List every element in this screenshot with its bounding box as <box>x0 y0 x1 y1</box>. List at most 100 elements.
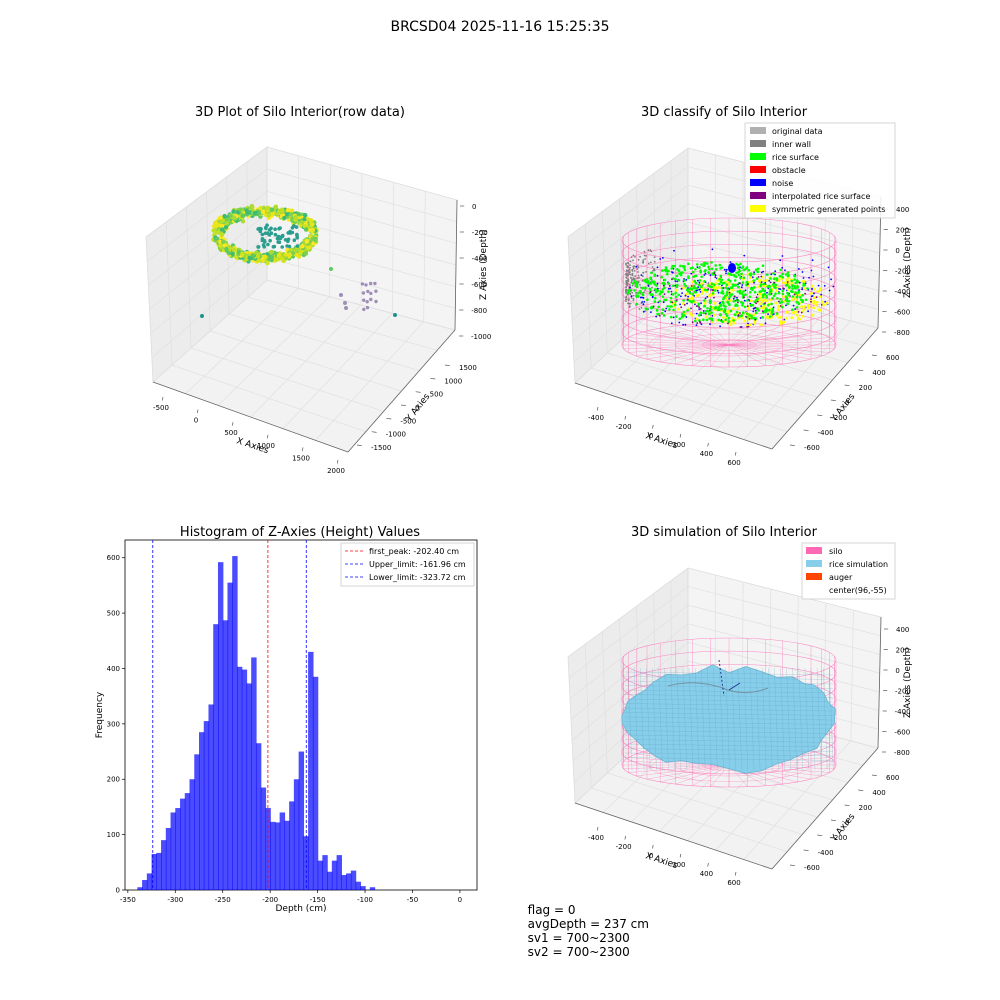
data-point <box>720 319 723 321</box>
data-point <box>227 246 232 252</box>
data-point <box>265 231 270 235</box>
tick-label: 500 <box>107 610 120 618</box>
tick-mark <box>596 826 599 831</box>
grid-line <box>584 224 592 369</box>
data-point <box>339 293 343 297</box>
surface-mesh-line <box>768 667 773 771</box>
data-point <box>779 288 782 291</box>
histogram-bar <box>217 562 224 890</box>
surface-mesh-line <box>829 667 834 771</box>
data-point <box>629 260 632 263</box>
data-point <box>219 223 224 229</box>
data-point <box>678 272 681 276</box>
data-point <box>240 213 246 218</box>
data-point <box>653 267 655 270</box>
panel3-title: Histogram of Z-Axies (Height) Values <box>180 525 420 540</box>
data-point <box>627 302 629 305</box>
tick-mark <box>858 369 864 372</box>
data-point <box>724 286 728 290</box>
data-point <box>682 299 685 302</box>
data-point <box>765 299 769 303</box>
data-point <box>711 314 714 317</box>
tick-label: 1000 <box>444 377 462 385</box>
data-point <box>671 278 673 280</box>
data-point <box>775 312 779 315</box>
data-point <box>650 261 652 264</box>
data-point <box>695 305 698 307</box>
data-point <box>643 250 646 253</box>
data-point <box>756 300 759 303</box>
data-point <box>801 279 805 283</box>
legend-label: first_peak: -202.40 cm <box>369 547 459 556</box>
surface-mesh-line <box>624 721 834 725</box>
data-point <box>785 284 788 287</box>
legend-swatch <box>750 179 766 186</box>
data-point <box>225 217 231 222</box>
data-point <box>702 310 705 312</box>
data-point <box>295 244 300 248</box>
data-point <box>632 259 634 262</box>
data-point <box>628 288 631 292</box>
data-point <box>763 289 766 293</box>
histogram-bar <box>317 860 324 890</box>
data-point <box>258 229 263 234</box>
data-point <box>810 300 812 303</box>
histogram-bar <box>331 860 338 890</box>
data-point <box>647 284 650 287</box>
data-point <box>263 254 268 260</box>
data-point <box>629 273 632 276</box>
tick-label: -200 <box>472 229 488 237</box>
surface-mesh-line <box>725 667 730 771</box>
tick-mark <box>734 871 737 876</box>
data-point <box>801 300 804 304</box>
data-point <box>634 275 637 277</box>
data-point <box>702 262 706 265</box>
data-point <box>653 256 656 258</box>
data-point <box>664 266 668 269</box>
data-point <box>694 291 697 294</box>
data-point <box>798 293 801 297</box>
histogram-bar <box>189 779 195 890</box>
data-point <box>714 268 718 271</box>
data-point <box>812 275 815 278</box>
data-point <box>719 325 721 328</box>
tick-label: 600 <box>107 554 120 562</box>
data-point <box>696 289 698 292</box>
data-point <box>713 313 716 317</box>
data-point <box>691 293 695 296</box>
data-point <box>702 264 705 268</box>
data-point <box>254 250 259 255</box>
surface-mesh-line <box>682 667 688 771</box>
data-point <box>365 300 369 304</box>
data-point <box>706 307 709 310</box>
data-point <box>664 298 668 302</box>
tick-mark <box>871 774 877 777</box>
data-point <box>784 295 788 299</box>
data-point <box>269 258 274 263</box>
data-point <box>369 281 373 286</box>
data-point <box>674 280 677 282</box>
tick-label: -800 <box>471 307 487 315</box>
data-point <box>746 312 749 316</box>
histogram-bar <box>208 704 214 890</box>
data-point <box>219 232 224 237</box>
panel4-title: 3D simulation of Silo Interior <box>631 525 818 540</box>
data-point <box>781 292 785 296</box>
data-point <box>635 302 639 306</box>
tick-label: -500 <box>400 417 416 425</box>
data-point <box>812 306 815 310</box>
surface-mesh-line <box>749 667 755 771</box>
data-point <box>772 294 776 298</box>
data-point <box>691 321 694 324</box>
data-point <box>764 302 766 305</box>
data-point <box>649 276 652 280</box>
legend-label: obstacle <box>772 166 806 175</box>
data-point <box>653 274 657 277</box>
data-point <box>683 314 686 317</box>
data-point <box>774 286 777 290</box>
tick-mark <box>371 431 377 433</box>
data-point <box>815 296 818 299</box>
tick-mark <box>830 399 836 402</box>
tick-mark <box>844 804 850 807</box>
data-point <box>704 315 708 319</box>
